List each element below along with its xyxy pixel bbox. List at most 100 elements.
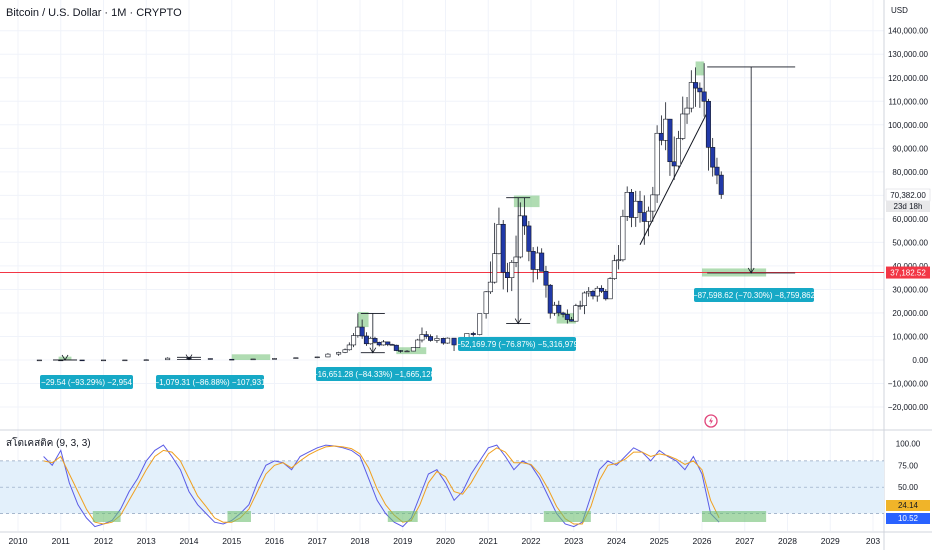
candle[interactable] (513, 235, 519, 268)
candle[interactable] (336, 351, 342, 356)
candle[interactable] (381, 340, 387, 346)
candle[interactable] (530, 247, 536, 283)
candle[interactable] (547, 284, 553, 319)
candle[interactable] (415, 338, 421, 348)
candle[interactable] (36, 359, 42, 362)
candle[interactable] (710, 137, 716, 177)
candle[interactable] (603, 289, 609, 301)
candle[interactable] (470, 331, 476, 337)
candle[interactable] (293, 357, 299, 359)
candle[interactable] (504, 262, 510, 293)
candle[interactable] (688, 70, 694, 113)
candle[interactable] (628, 189, 634, 228)
candle[interactable] (509, 260, 515, 292)
candle[interactable] (620, 209, 626, 262)
measurement-5[interactable]: −87,598.62 (−70.30%) −8,759,862 (693, 66, 816, 302)
candle[interactable] (586, 287, 592, 297)
candle[interactable] (624, 186, 630, 221)
candle[interactable] (581, 291, 587, 315)
candle[interactable] (385, 341, 391, 347)
measurement-3[interactable]: −16,651.28 (−84.33%) −1,665,128 (313, 313, 436, 381)
candle[interactable] (680, 96, 686, 141)
candle[interactable] (363, 332, 369, 346)
candle[interactable] (590, 289, 596, 300)
candle[interactable] (599, 285, 605, 293)
candle[interactable] (552, 301, 558, 316)
candle[interactable] (658, 115, 664, 146)
candle[interactable] (419, 327, 425, 343)
candle[interactable] (556, 300, 562, 317)
candle[interactable] (663, 102, 669, 151)
candle[interactable] (693, 67, 699, 107)
measurement-1[interactable]: −29.54 (−93.29%) −2,954 (40, 354, 133, 389)
candle[interactable] (351, 332, 357, 348)
time-axis[interactable]: 2010 2011 2012 2013 2014 2015 2016 2017 2018 2019… (9, 536, 881, 546)
candle[interactable] (573, 303, 579, 322)
candle[interactable] (440, 337, 446, 345)
candle[interactable] (410, 347, 416, 352)
candle[interactable] (398, 350, 404, 353)
candle[interactable] (560, 311, 566, 318)
candle[interactable] (500, 220, 506, 290)
price-axis[interactable]: 140,000.00 130,000.00 120,000.00 110,000.00… (885, 27, 931, 524)
candle[interactable] (404, 350, 410, 353)
candle[interactable] (705, 98, 711, 171)
candle[interactable] (165, 357, 171, 361)
candle[interactable] (646, 206, 652, 237)
candle[interactable] (650, 186, 656, 222)
candle[interactable] (564, 309, 570, 324)
candle[interactable] (637, 190, 643, 223)
candle[interactable] (445, 337, 451, 344)
candle[interactable] (325, 353, 331, 358)
candle[interactable] (517, 202, 523, 259)
candle[interactable] (534, 246, 540, 280)
candle[interactable] (372, 336, 378, 344)
candle[interactable] (675, 130, 681, 168)
candle[interactable] (487, 261, 493, 294)
candle[interactable] (423, 331, 429, 339)
candle[interactable] (714, 157, 720, 185)
candle[interactable] (314, 356, 320, 359)
candle[interactable] (143, 359, 149, 361)
candle[interactable] (271, 358, 277, 360)
candle[interactable] (594, 286, 600, 302)
candle[interactable] (616, 244, 622, 270)
candle[interactable] (577, 300, 583, 310)
candle[interactable] (393, 344, 399, 352)
candle[interactable] (342, 348, 348, 354)
candle[interactable] (389, 343, 395, 346)
candle[interactable] (451, 337, 457, 352)
measurement-4[interactable]: −52,169.79 (−76.87%) −5,316,979 (456, 197, 579, 351)
candle[interactable] (496, 207, 502, 255)
candle[interactable] (477, 313, 483, 336)
candle[interactable] (346, 342, 352, 351)
candle[interactable] (526, 220, 532, 262)
candle[interactable] (483, 291, 489, 319)
candle[interactable] (654, 125, 660, 203)
candle[interactable] (428, 334, 434, 342)
candle[interactable] (684, 97, 690, 124)
candlestick-series[interactable] (36, 63, 724, 362)
candle[interactable] (250, 358, 256, 361)
candle[interactable] (701, 63, 707, 117)
measurement-tools[interactable]: −29.54 (−93.29%) −2,954 −1,079.31 (−86.88… (40, 66, 816, 389)
candle[interactable] (633, 190, 639, 227)
candle[interactable] (368, 336, 374, 345)
candle[interactable] (697, 82, 703, 108)
candle[interactable] (376, 341, 382, 347)
candle[interactable] (641, 195, 647, 245)
candle[interactable] (611, 254, 617, 280)
candle[interactable] (539, 248, 545, 272)
flash-alert-icon[interactable] (704, 414, 718, 428)
candle[interactable] (492, 222, 498, 284)
candle[interactable] (718, 171, 724, 199)
candle[interactable] (607, 277, 613, 300)
candle[interactable] (359, 319, 365, 339)
candle[interactable] (122, 359, 128, 362)
candle[interactable] (522, 197, 528, 235)
measurement-2[interactable]: −1,079.31 (−86.88%) −107,931 (155, 354, 267, 389)
candle[interactable] (207, 358, 213, 360)
candle[interactable] (434, 335, 440, 343)
